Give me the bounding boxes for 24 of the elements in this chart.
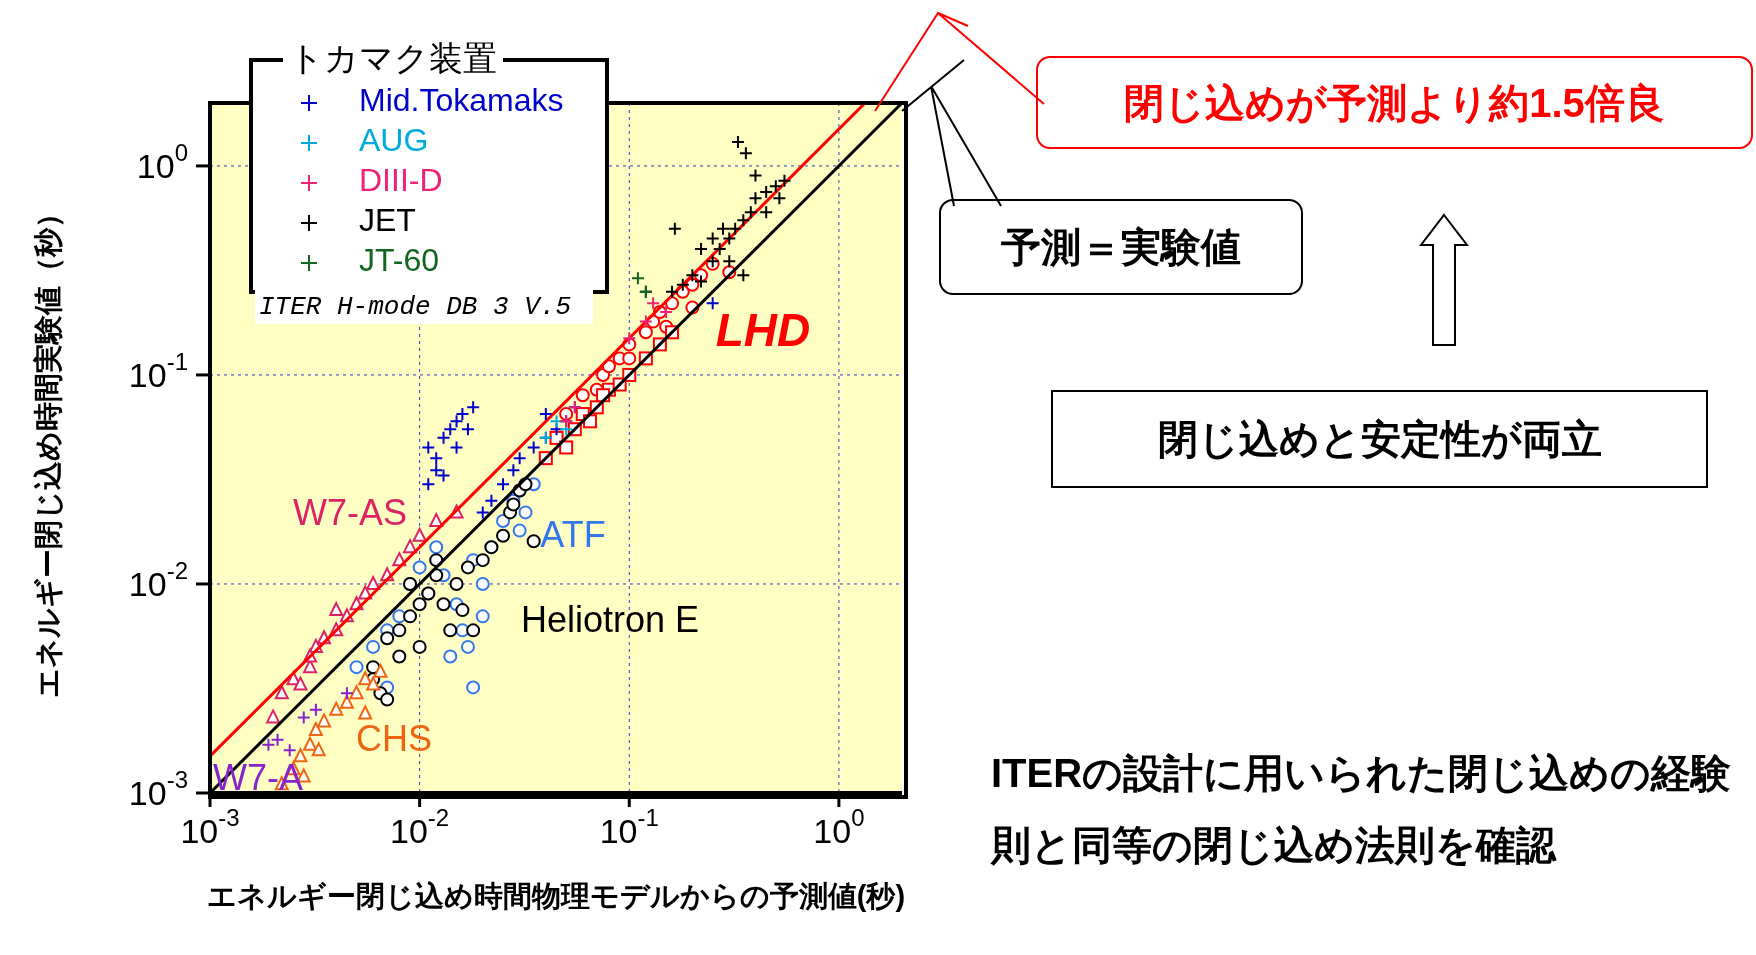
x-tick-label: 10$^{-2}$ xyxy=(390,804,450,850)
x-tick-label: 10$^{0}$ xyxy=(813,804,865,850)
legend-label: Mid.Tokamaks xyxy=(359,82,564,118)
y-axis-title: エネルギー閉じ込め時間実験値（秒） xyxy=(31,197,65,700)
text: 閉じ込めが予測より約1.5倍良 xyxy=(1124,80,1665,125)
annotation: W7-AS xyxy=(292,492,408,533)
text: ITERの設計に用いられた閉じ込めの経験則と同等の閉じ込め法則を確認 xyxy=(991,751,1732,867)
annotation: Heliotron E xyxy=(520,599,700,640)
y-tick-label: 10$^{-1}$ xyxy=(128,348,188,394)
legend-label: AUG xyxy=(359,122,429,158)
annotation: ITER H-mode DB 3 V.5 xyxy=(255,290,593,324)
y-tick-label: 10$^{-2}$ xyxy=(128,557,188,603)
y-tick-label: 10$^{0}$ xyxy=(136,139,188,185)
legend-label: JT-60 xyxy=(359,242,440,278)
legend-label: DIII-D xyxy=(359,162,443,198)
text: 閉じ込めと安定性が両立 xyxy=(1157,417,1602,461)
x-tick-label: 10$^{-1}$ xyxy=(599,804,659,850)
legend-title: トカマク装置 xyxy=(283,38,503,78)
text: 予測＝実験値 xyxy=(1001,225,1241,269)
annotation: ATF xyxy=(540,514,606,555)
annotation: LHD xyxy=(715,304,811,356)
annotation: CHS xyxy=(355,718,433,759)
x-axis-title: エネルギー閉じ込め時間物理モデルからの予測値(秒) xyxy=(205,879,907,914)
legend-label: JET xyxy=(359,202,416,238)
